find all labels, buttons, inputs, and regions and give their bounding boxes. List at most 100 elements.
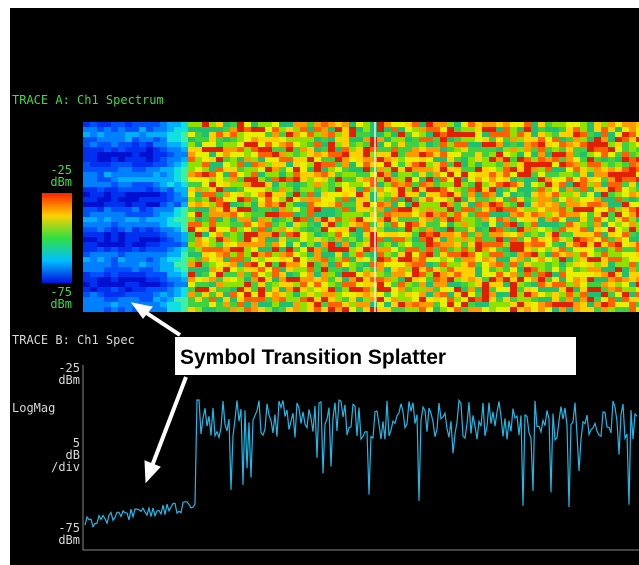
- spectrogram-cell: [230, 167, 237, 172]
- spectrogram-cell: [174, 227, 181, 232]
- spectrogram-cell: [307, 197, 314, 202]
- spectrogram-cell: [111, 232, 118, 237]
- spectrogram-cell: [426, 177, 433, 182]
- spectrogram-cell: [370, 297, 377, 302]
- spectrogram-cell: [111, 142, 118, 147]
- spectrogram-cell: [524, 282, 531, 287]
- spectrogram-cell: [216, 182, 223, 187]
- spectrogram-cell: [538, 267, 545, 272]
- spectrogram-cell: [356, 167, 363, 172]
- spectrogram-cell: [580, 232, 587, 237]
- spectrogram-cell: [489, 302, 496, 307]
- spectrogram-cell: [314, 157, 321, 162]
- spectrogram-cell: [132, 247, 139, 252]
- spectrogram-cell: [356, 187, 363, 192]
- spectrogram-cell: [503, 227, 510, 232]
- spectrogram-cell: [104, 147, 111, 152]
- spectrogram-cell: [475, 297, 482, 302]
- spectrogram-cell: [566, 272, 573, 277]
- spectrogram-cell: [83, 142, 90, 147]
- spectrogram-cell: [482, 287, 489, 292]
- spectrogram-cell: [412, 162, 419, 167]
- spectrogram-cell: [202, 272, 209, 277]
- spectrogram-cell: [146, 247, 153, 252]
- spectrogram-cell: [146, 237, 153, 242]
- spectrogram-cell: [412, 202, 419, 207]
- spectrogram-cell: [489, 192, 496, 197]
- spectrogram-cell: [524, 152, 531, 157]
- spectrogram-cell: [566, 237, 573, 242]
- spectrogram-cell: [531, 137, 538, 142]
- spectrogram-cell: [174, 277, 181, 282]
- spectrogram-cell: [160, 177, 167, 182]
- spectrogram-cell: [230, 202, 237, 207]
- spectrogram-cell: [174, 212, 181, 217]
- spectrogram-cell: [244, 292, 251, 297]
- spectrogram-cell: [594, 122, 601, 127]
- spectrogram-cell: [237, 297, 244, 302]
- spectrogram-cell: [139, 297, 146, 302]
- spectrogram-cell: [265, 222, 272, 227]
- spectrogram-cell: [335, 302, 342, 307]
- spectrogram-cell: [503, 247, 510, 252]
- spectrogram-cell: [503, 207, 510, 212]
- spectrogram-cell: [321, 257, 328, 262]
- spectrogram-cell: [370, 242, 377, 247]
- spectrogram-cell: [503, 162, 510, 167]
- spectrogram-cell: [363, 192, 370, 197]
- spectrogram-cell: [496, 262, 503, 267]
- spectrogram-cell: [118, 182, 125, 187]
- spectrogram-cell: [153, 267, 160, 272]
- spectrogram-cell: [398, 297, 405, 302]
- spectrogram-cell: [244, 272, 251, 277]
- spectrogram-cell: [314, 242, 321, 247]
- spectrogram-cell: [279, 282, 286, 287]
- spectrogram-cell: [321, 127, 328, 132]
- spectrogram-cell: [531, 257, 538, 262]
- spectrogram-cell: [272, 262, 279, 267]
- spectrogram-cell: [384, 207, 391, 212]
- spectrogram-cell: [440, 227, 447, 232]
- spectrogram-cell: [503, 147, 510, 152]
- spectrogram-cell: [510, 182, 517, 187]
- spectrogram-cell: [573, 217, 580, 222]
- spectrogram-cell: [538, 277, 545, 282]
- spectrogram-cell: [566, 242, 573, 247]
- spectrogram-cell: [342, 122, 349, 127]
- spectrogram-cell: [237, 227, 244, 232]
- spectrogram-cell: [279, 262, 286, 267]
- spectrogram-cell: [335, 267, 342, 272]
- spectrogram-cell: [125, 162, 132, 167]
- spectrogram-cell: [230, 297, 237, 302]
- spectrogram-cell: [181, 292, 188, 297]
- spectrogram-cell: [258, 307, 265, 312]
- spectrogram-cell: [608, 162, 615, 167]
- spectrogram-cell: [174, 307, 181, 312]
- spectrogram-cell: [181, 272, 188, 277]
- spectrogram-cell: [118, 142, 125, 147]
- spectrogram-cell: [286, 252, 293, 257]
- trace-b-title: TRACE B: Ch1 Spec: [12, 333, 135, 347]
- spectrogram-cell: [405, 157, 412, 162]
- spectrogram-cell: [293, 152, 300, 157]
- spectrogram-cell: [482, 172, 489, 177]
- spectrogram-cell: [321, 137, 328, 142]
- spectrogram-cell: [181, 277, 188, 282]
- spectrogram-cell: [223, 122, 230, 127]
- spectrogram-cell: [412, 267, 419, 272]
- spectrogram-cell: [279, 127, 286, 132]
- spectrogram-cell: [356, 182, 363, 187]
- spectrogram-cell: [433, 302, 440, 307]
- spectrogram-cell: [83, 277, 90, 282]
- spectrogram-cell: [419, 262, 426, 267]
- spectrogram-cell: [307, 257, 314, 262]
- spectrogram-cell: [104, 272, 111, 277]
- spectrogram-cell: [188, 162, 195, 167]
- spectrogram-cell: [307, 202, 314, 207]
- spectrogram-cell: [118, 212, 125, 217]
- spectrogram-cell: [503, 222, 510, 227]
- spectrogram-cell: [160, 257, 167, 262]
- spectrogram-cell: [272, 167, 279, 172]
- spectrogram-cell: [251, 187, 258, 192]
- spectrogram-cell: [90, 307, 97, 312]
